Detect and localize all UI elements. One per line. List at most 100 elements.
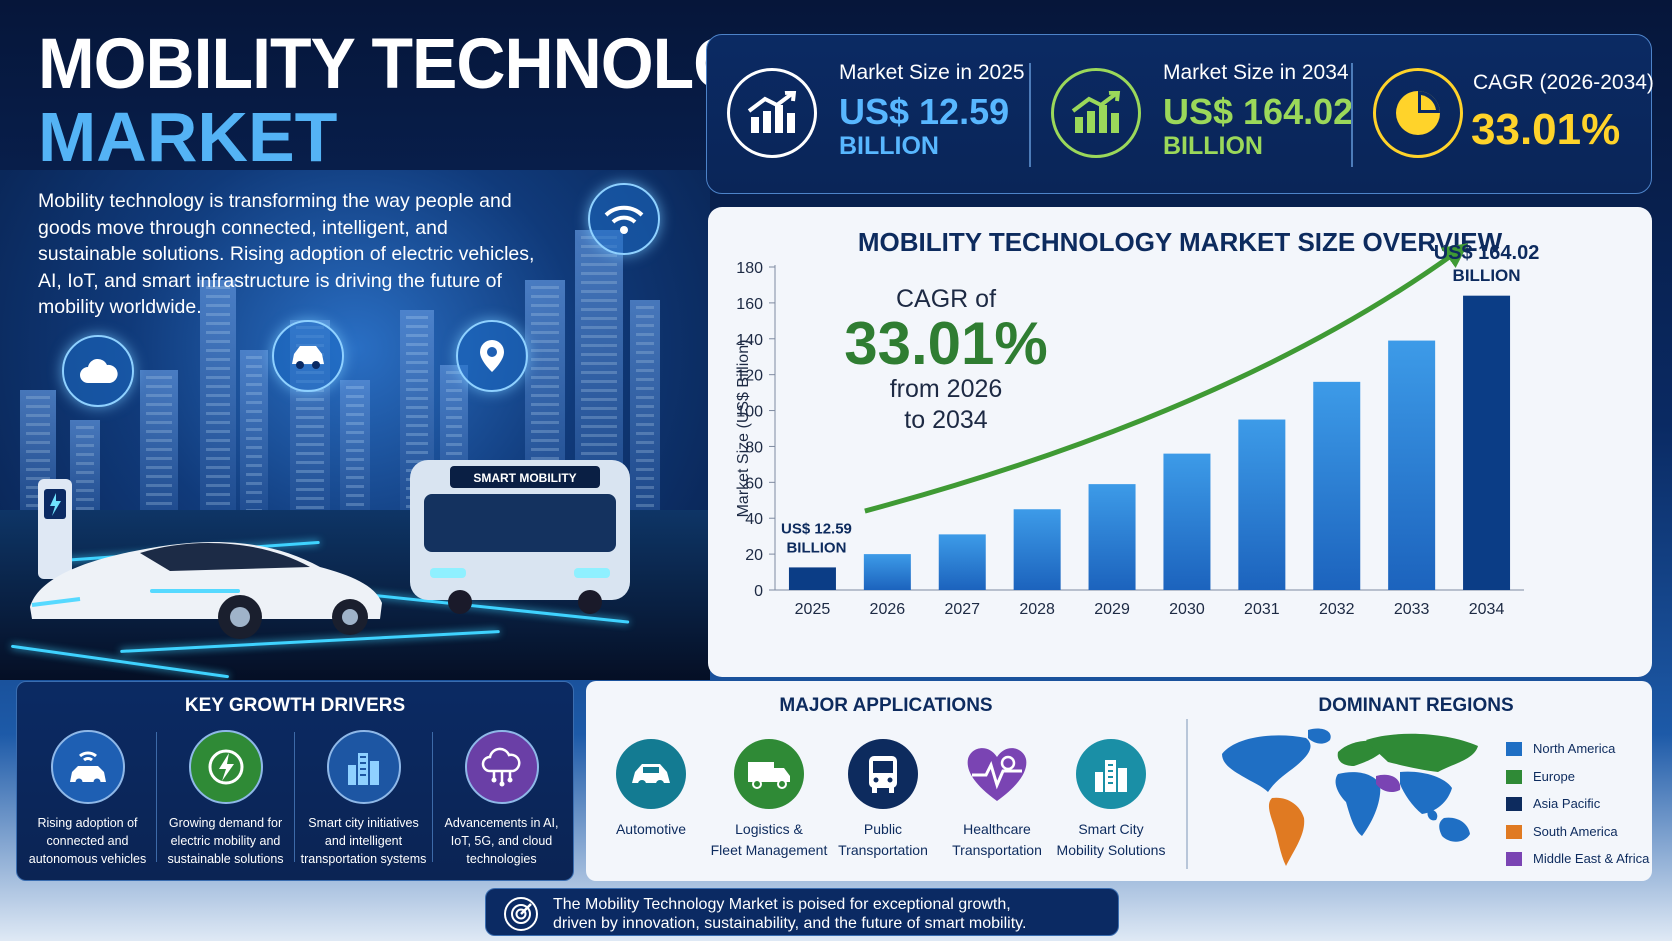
driver-text: electric mobility and — [170, 834, 281, 848]
stat-label: Market Size in 2034 — [1163, 61, 1349, 84]
driver-separator — [294, 732, 295, 862]
cagr-period-line: from 2026 — [890, 375, 1003, 403]
driver-text: IoT, 5G, and cloud — [450, 834, 553, 848]
chart-title: MOBILITY TECHNOLOGY MARKET SIZE OVERVIEW — [857, 227, 1503, 257]
y-tick-label: 40 — [745, 511, 763, 528]
y-tick-label: 120 — [736, 368, 763, 385]
x-tick-label: 2025 — [795, 601, 831, 618]
legend-item: Middle East & Africa — [1506, 851, 1649, 866]
legend-label: North America — [1533, 741, 1616, 756]
stat-2025: Market Size in 2025 US$ 12.59 BILLION — [727, 35, 1027, 195]
driver-text: Growing demand for — [168, 816, 283, 830]
y-tick-label: 20 — [745, 547, 763, 564]
bar — [1388, 340, 1436, 590]
bar — [1088, 484, 1136, 590]
application-item: Smart City Mobility Solutions — [1046, 739, 1176, 861]
application-item: Public Transportation — [818, 739, 948, 861]
cagr-value: 33.01% — [844, 310, 1048, 377]
stat-label: Market Size in 2025 — [839, 61, 1025, 84]
intro-text: Mobility technology is transforming the … — [38, 190, 535, 318]
car-icon — [616, 739, 686, 809]
driver-item: Rising adoption of connected and autonomou… — [19, 726, 156, 868]
y-tick-label: 160 — [736, 296, 763, 313]
bar — [1463, 295, 1511, 590]
trend-arrow — [864, 243, 1469, 514]
applications-title: MAJOR APPLICATIONS — [779, 695, 993, 716]
driver-item: Smart city initiatives and intelligent tra… — [295, 726, 432, 868]
legend-label: Middle East & Africa — [1533, 851, 1650, 866]
footer-line: The Mobility Technology Market is poised… — [553, 896, 1011, 913]
footer-note: The Mobility Technology Market is poised… — [485, 888, 1119, 936]
legend-swatch — [1506, 851, 1522, 866]
bar — [1313, 381, 1361, 590]
driver-item: Growing demand for electric mobility and s… — [157, 726, 294, 868]
driver-text: Smart city initiatives — [308, 816, 419, 830]
application-label: Mobility Solutions — [1056, 842, 1166, 858]
cagr-period-line: to 2034 — [904, 406, 988, 434]
y-tick-label: 100 — [736, 404, 763, 421]
legend-swatch — [1506, 824, 1522, 839]
truck-icon — [734, 739, 804, 809]
connected-car-icon — [50, 730, 125, 804]
driver-item: Advancements in AI, IoT, 5G, and cloud tec… — [433, 726, 570, 868]
drivers-title: KEY GROWTH DRIVERS — [184, 695, 406, 716]
growth-chart-icon — [1051, 68, 1141, 158]
stat-unit: BILLION — [1163, 132, 1263, 160]
stat-value: US$ 12.59 — [839, 91, 1010, 132]
application-label: Public — [863, 821, 903, 837]
driver-text: sustainable solutions — [167, 852, 284, 866]
y-tick-label: 60 — [745, 475, 763, 492]
bar — [788, 567, 836, 590]
legend-item: South America — [1506, 824, 1618, 839]
driver-text: technologies — [466, 852, 537, 866]
x-tick-label: 2032 — [1319, 601, 1355, 618]
driver-separator — [156, 732, 157, 862]
application-label: Transportation — [838, 842, 928, 858]
bar — [1163, 453, 1211, 590]
panel-separator — [1186, 719, 1188, 869]
heart-pulse-icon — [962, 739, 1032, 809]
stat-label: CAGR (2026-2034) — [1473, 71, 1654, 94]
legend-label: Europe — [1533, 769, 1575, 784]
application-label: Fleet Management — [710, 842, 828, 858]
footer-line: driven by innovation, sustainability, an… — [553, 915, 1027, 932]
driver-text: Advancements in AI, — [444, 816, 559, 830]
stat-unit: BILLION — [839, 132, 939, 160]
legend-label: Asia Pacific — [1533, 796, 1601, 811]
bar — [1013, 509, 1061, 590]
location-icon — [456, 320, 528, 392]
y-tick-label: 80 — [745, 439, 763, 456]
stat-value: 33.01% — [1471, 105, 1621, 154]
driver-text: connected and — [46, 834, 129, 848]
x-tick-label: 2026 — [870, 601, 906, 618]
first-value-label: US$ 12.59 — [781, 520, 852, 537]
stat-separator — [1029, 63, 1031, 167]
y-tick-label: 140 — [736, 332, 763, 349]
stat-cagr: CAGR (2026-2034) 33.01% — [1373, 35, 1654, 195]
application-label: Smart City — [1078, 821, 1144, 837]
legend-swatch — [1506, 769, 1522, 784]
driver-text: and intelligent — [324, 834, 403, 848]
driver-text: Rising adoption of — [37, 816, 138, 830]
growth-drivers-panel: KEY GROWTH DRIVERS Rising adoption of con… — [16, 681, 574, 881]
application-label: Logistics & — [735, 821, 803, 837]
pie-chart-icon — [1373, 68, 1463, 158]
driver-text: autonomous vehicles — [28, 852, 147, 866]
lightning-icon — [188, 730, 263, 804]
legend-swatch — [1506, 796, 1522, 811]
stat-2034: Market Size in 2034 US$ 164.02 BILLION — [1051, 35, 1353, 195]
applications-regions-panel: MAJOR APPLICATIONS DOMINANT REGIONS Auto… — [586, 681, 1652, 881]
x-tick-label: 2033 — [1394, 601, 1430, 618]
legend-swatch — [1506, 741, 1522, 756]
x-tick-label: 2027 — [944, 601, 980, 618]
regions-title: DOMINANT REGIONS — [1318, 695, 1514, 716]
x-tick-label: 2034 — [1469, 601, 1505, 618]
first-unit-label: BILLION — [786, 539, 846, 556]
hero-illustration: SMART MOBILITY — [0, 170, 710, 680]
cloud-network-icon — [464, 730, 539, 804]
wifi-icon — [588, 183, 660, 255]
y-axis-label: Market Size (US$ Billion) — [735, 340, 752, 518]
chart-panel: MOBILITY TECHNOLOGY MARKET SIZE OVERVIEW… — [708, 207, 1652, 677]
smart-bus: SMART MOBILITY — [410, 460, 630, 614]
bar-chart: 0 20 40 60 80 100 120 140 160 180 Market Size (US$… — [735, 242, 1539, 618]
